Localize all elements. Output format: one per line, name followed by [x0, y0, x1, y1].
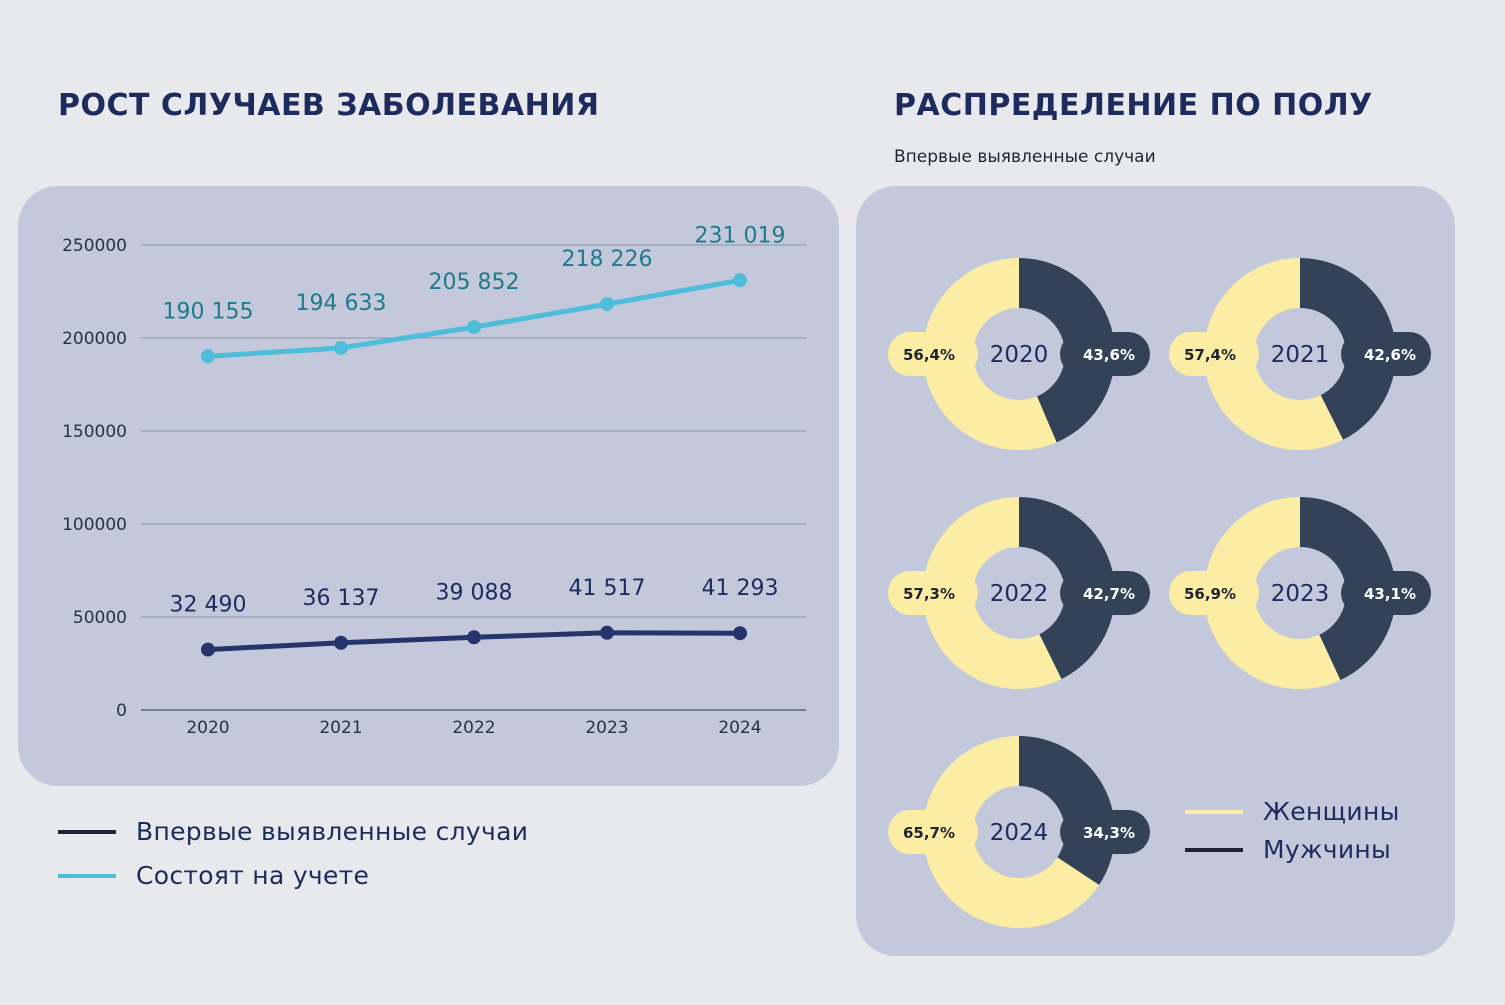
- data-label: 205 852: [429, 270, 520, 295]
- data-point: [334, 635, 348, 650]
- men-percent-label: 42,7%: [1083, 585, 1135, 603]
- legend-swatch-women: [1185, 809, 1243, 814]
- data-label: 39 088: [436, 580, 513, 605]
- donut-section-title: РАСПРЕДЕЛЕНИЕ ПО ПОЛУ: [894, 88, 1373, 123]
- y-tick-label: 250000: [62, 236, 127, 256]
- women-percent-label: 56,4%: [903, 346, 955, 364]
- data-point: [201, 642, 215, 657]
- donut-year-label: 2020: [990, 342, 1049, 368]
- x-tick-label: 2023: [585, 718, 628, 738]
- data-point: [600, 625, 614, 640]
- data-point: [201, 349, 215, 364]
- x-tick-label: 2022: [452, 718, 495, 738]
- legend-new-cases: Впервые выявленные случаи: [58, 817, 528, 846]
- women-label-pill: [1169, 571, 1259, 615]
- x-tick-label: 2024: [718, 718, 761, 738]
- legend-registered: Состоят на учете: [58, 861, 369, 890]
- legend-swatch-men: [1185, 847, 1243, 852]
- data-point: [733, 626, 747, 641]
- donut-year-label: 2022: [990, 581, 1049, 607]
- men-label-pill: [1060, 810, 1150, 854]
- y-tick-label: 50000: [73, 608, 127, 628]
- legend-women: Женщины: [1185, 797, 1400, 826]
- donut-year-label: 2023: [1271, 581, 1330, 607]
- men-label-pill: [1060, 571, 1150, 615]
- y-tick-label: 200000: [62, 329, 127, 349]
- data-label: 41 517: [569, 576, 646, 601]
- men-label-pill: [1341, 571, 1431, 615]
- women-label-pill: [1169, 332, 1259, 376]
- data-point: [467, 320, 481, 335]
- women-label-pill: [888, 810, 978, 854]
- data-label: 32 490: [170, 593, 247, 618]
- legend-label-new-cases: Впервые выявленные случаи: [136, 817, 529, 846]
- donut-segment-women: [1204, 497, 1341, 689]
- y-tick-label: 100000: [62, 515, 127, 535]
- data-point: [334, 340, 348, 355]
- data-label: 190 155: [163, 299, 254, 324]
- data-label: 194 633: [296, 291, 387, 316]
- donut-segment-women: [922, 497, 1062, 689]
- line-chart-title: РОСТ СЛУЧАЕВ ЗАБОЛЕВАНИЯ: [58, 88, 600, 123]
- men-percent-label: 43,1%: [1364, 585, 1416, 603]
- data-point: [467, 630, 481, 645]
- women-percent-label: 56,9%: [1184, 585, 1236, 603]
- legend-label-registered: Состоят на учете: [136, 861, 370, 890]
- data-label: 36 137: [303, 586, 380, 611]
- women-percent-label: 57,3%: [903, 585, 955, 603]
- donut-segment-women: [1204, 258, 1344, 450]
- x-tick-label: 2021: [319, 718, 362, 738]
- men-label-pill: [1341, 332, 1431, 376]
- donut-segment-women: [923, 258, 1057, 450]
- data-point: [733, 273, 747, 288]
- donut-section-subtitle: Впервые выявленные случаи: [894, 147, 1156, 167]
- y-tick-label: 0: [116, 701, 127, 721]
- donut-year-label: 2024: [990, 820, 1049, 846]
- donut-segment-women: [923, 736, 1100, 928]
- legend-swatch-new-cases: [58, 829, 116, 834]
- data-label: 218 226: [562, 247, 653, 272]
- data-label: 231 019: [695, 223, 786, 248]
- women-label-pill: [888, 571, 978, 615]
- men-percent-label: 42,6%: [1364, 346, 1416, 364]
- y-tick-label: 150000: [62, 422, 127, 442]
- men-label-pill: [1060, 332, 1150, 376]
- women-percent-label: 65,7%: [903, 824, 955, 842]
- donut-year-label: 2021: [1271, 342, 1330, 368]
- men-percent-label: 43,6%: [1083, 346, 1135, 364]
- data-point: [600, 297, 614, 312]
- men-percent-label: 34,3%: [1083, 824, 1135, 842]
- legend-label-women: Женщины: [1263, 797, 1400, 826]
- women-label-pill: [888, 332, 978, 376]
- data-label: 41 293: [702, 576, 779, 601]
- legend-swatch-registered: [58, 873, 116, 878]
- legend-label-men: Мужчины: [1263, 835, 1392, 864]
- legend-men: Мужчины: [1185, 835, 1391, 864]
- x-tick-label: 2020: [186, 718, 229, 738]
- women-percent-label: 57,4%: [1184, 346, 1236, 364]
